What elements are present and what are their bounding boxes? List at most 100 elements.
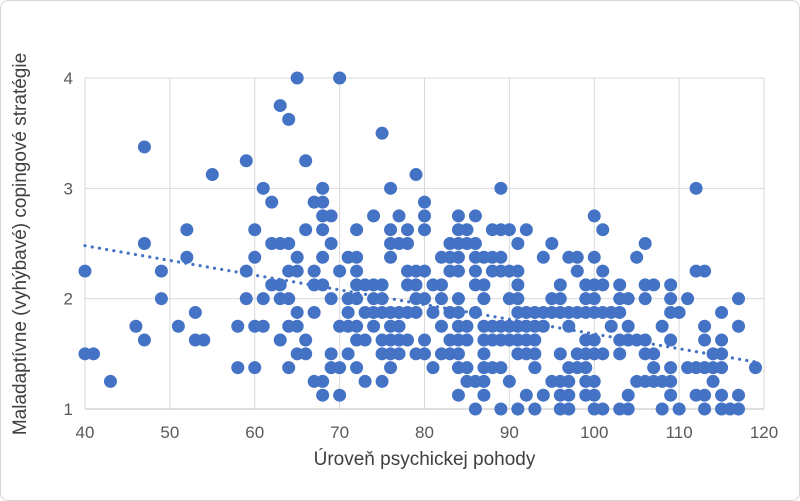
data-point [613,305,627,319]
data-point [621,319,635,333]
data-point [180,250,194,264]
y-tick-label: 4 [64,69,73,88]
data-point [715,333,729,347]
data-point [451,388,465,402]
data-point [655,402,669,416]
data-point [324,237,338,250]
data-point [664,388,678,402]
data-point [282,112,296,126]
data-point [350,223,364,237]
data-point [477,388,491,402]
data-point [290,250,304,264]
data-point [197,333,211,347]
x-tick-label: 100 [580,423,608,442]
data-point [587,292,601,306]
data-point [299,223,313,237]
data-point [596,264,610,278]
data-point [638,333,652,347]
data-point [290,71,304,85]
data-point [375,278,389,292]
data-point [188,305,202,319]
data-point [375,126,389,140]
data-point [324,209,338,223]
data-point [664,333,678,347]
data-point [698,319,712,333]
data-point [494,361,508,375]
data-point [613,278,627,292]
data-point [256,181,270,195]
data-point [536,388,550,402]
data-point [715,361,729,375]
data-point [282,361,296,375]
data-point [664,374,678,388]
data-point [401,333,415,347]
data-point [316,388,330,402]
data-point [604,319,618,333]
data-point [647,278,661,292]
data-point [587,250,601,264]
data-point [299,154,313,168]
data-point [460,223,474,237]
data-point [384,223,398,237]
data-point [401,223,415,237]
data-point [316,181,330,195]
data-point [171,319,185,333]
x-tick-label: 90 [500,423,519,442]
data-point [511,278,525,292]
data-point [418,209,431,223]
data-point [715,347,729,361]
data-point [129,319,143,333]
data-point [375,374,389,388]
data-point [333,71,347,85]
data-point [384,250,398,264]
data-point [384,361,398,375]
data-point [358,333,372,347]
data-point [282,237,296,250]
data-point [341,347,355,361]
tick-labels: 40 50 60 70 80 90 100 110 120 1 2 3 4 [64,69,779,442]
data-point [299,333,313,347]
x-tick-label: 50 [160,423,179,442]
data-point [384,181,398,195]
data-point [647,347,661,361]
data-point [324,347,338,361]
data-point [324,292,338,306]
data-point [596,278,610,292]
data-point [316,223,330,237]
data-point [698,264,712,278]
data-point [587,388,601,402]
data-point [519,388,533,402]
data-point [477,278,491,292]
data-point [562,374,576,388]
data-point [392,319,406,333]
data-point [511,264,525,278]
data-point [715,305,729,319]
x-tick-label: 70 [330,423,349,442]
y-tick-label: 2 [64,290,73,309]
data-point [418,347,431,361]
data-point [587,333,601,347]
data-point [511,237,525,250]
data-point [333,264,347,278]
data-point [553,278,567,292]
data-point [672,305,686,319]
data-point [613,347,627,361]
data-point [460,319,474,333]
data-point [205,168,219,182]
data-point [239,264,253,278]
data-point [341,305,355,319]
data-point [316,250,330,264]
y-tick-label: 3 [64,179,73,198]
data-point [698,402,712,416]
x-axis-title: Úroveň psychickej pohody [313,449,536,470]
data-point [562,319,576,333]
data-point [333,361,347,375]
data-point [451,347,465,361]
data-point [451,292,465,306]
y-axis-title: Maladaptívne (vyhýbavé) copingové straté… [10,52,31,436]
data-point [511,292,525,306]
data-point [290,264,304,278]
data-point [596,223,610,237]
data-point [468,305,482,319]
data-point [426,361,440,375]
